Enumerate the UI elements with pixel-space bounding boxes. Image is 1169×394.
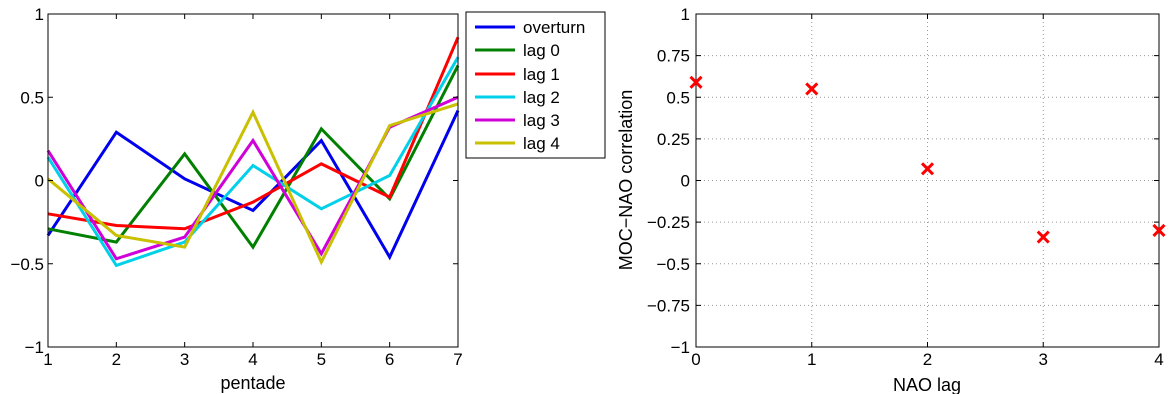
left-y-tick-label: −0.5 <box>10 255 44 274</box>
series-line-1 <box>47 64 460 250</box>
marker-stroke <box>1152 223 1166 238</box>
right-y-tick-label: 0 <box>681 172 690 191</box>
right-y-tick-label: 0.75 <box>657 47 690 66</box>
left-y-tick-label: −1 <box>25 338 44 357</box>
legend-label-lag0: lag 0 <box>523 41 560 60</box>
right-x-tick-label: 3 <box>1039 350 1048 369</box>
legend-label-lag4: lag 4 <box>523 134 560 153</box>
series-line-5 <box>47 102 459 266</box>
right-axis-ticks: 0 1 2 3 4 −1 −0.75 −0.5 −0.25 0 0.25 0.5 0.75 1 <box>647 5 1164 369</box>
legend-box <box>465 11 606 159</box>
marker-stroke <box>689 75 703 89</box>
right-y-tick-label: −0.5 <box>656 255 690 274</box>
data-point-marker <box>1036 230 1050 244</box>
right-x-tick-label: 0 <box>691 350 700 369</box>
left-x-tick-label: 6 <box>385 350 394 369</box>
series-line-0 <box>46 109 460 261</box>
right-y-tick-label: −0.75 <box>647 296 690 315</box>
data-point-marker <box>805 82 819 96</box>
legend-label-lag2: lag 2 <box>523 88 560 107</box>
marker-stroke <box>1036 230 1050 244</box>
left-y-tick-label: 0.5 <box>20 88 44 107</box>
left-x-tick-label: 2 <box>112 350 121 369</box>
right-x-tick-label: 1 <box>807 350 816 369</box>
left-x-tick-label: 3 <box>180 350 189 369</box>
left-x-tick-label: 7 <box>453 350 462 369</box>
left-axis-ticks: 1 2 3 4 5 6 7 −1 −0.5 0 0.5 1 <box>10 5 462 369</box>
legend: overturn lag 0 lag 1 lag 2 lag 3 lag 4 <box>465 11 606 159</box>
right-y-axis-label: MOC−NAO correlation <box>616 90 636 271</box>
right-y-tick-label: 0.5 <box>666 88 690 107</box>
legend-label-overturn: overturn <box>523 18 585 37</box>
left-y-tick-label: 1 <box>35 5 44 24</box>
marker-stroke <box>920 162 935 176</box>
series-line-3 <box>46 56 460 268</box>
series-line-2 <box>47 36 460 231</box>
legend-label-lag3: lag 3 <box>523 111 560 130</box>
left-x-tick-label: 1 <box>43 350 52 369</box>
data-point-marker <box>689 75 703 89</box>
right-chart: 0 1 2 3 4 −1 −0.75 −0.5 −0.25 0 0.25 0.5 0.75 1 NAO l… <box>616 5 1166 394</box>
right-plot-frame <box>695 13 1160 348</box>
right-markers <box>689 75 1166 244</box>
right-y-tick-label: −0.25 <box>647 213 690 232</box>
left-chart: 1 2 3 4 5 6 7 −1 −0.5 0 0.5 1 pentade overturn lag … <box>10 5 606 393</box>
legend-label-lag1: lag 1 <box>523 65 560 84</box>
left-series-lines <box>46 36 460 268</box>
right-x-tick-label: 4 <box>1154 350 1163 369</box>
left-x-tick-label: 5 <box>317 350 326 369</box>
marker-stroke <box>805 82 819 96</box>
right-y-tick-label: 0.25 <box>657 130 690 149</box>
data-point-marker <box>1152 223 1166 238</box>
right-x-tick-label: 2 <box>923 350 932 369</box>
right-grid <box>696 14 1159 347</box>
left-x-axis-label: pentade <box>220 373 285 393</box>
right-x-axis-label: NAO lag <box>893 375 961 394</box>
left-y-tick-label: 0 <box>35 172 44 191</box>
right-y-tick-label: −1 <box>671 338 690 357</box>
data-point-marker <box>920 162 935 176</box>
right-y-tick-label: 1 <box>681 5 690 24</box>
left-x-tick-label: 4 <box>248 350 257 369</box>
